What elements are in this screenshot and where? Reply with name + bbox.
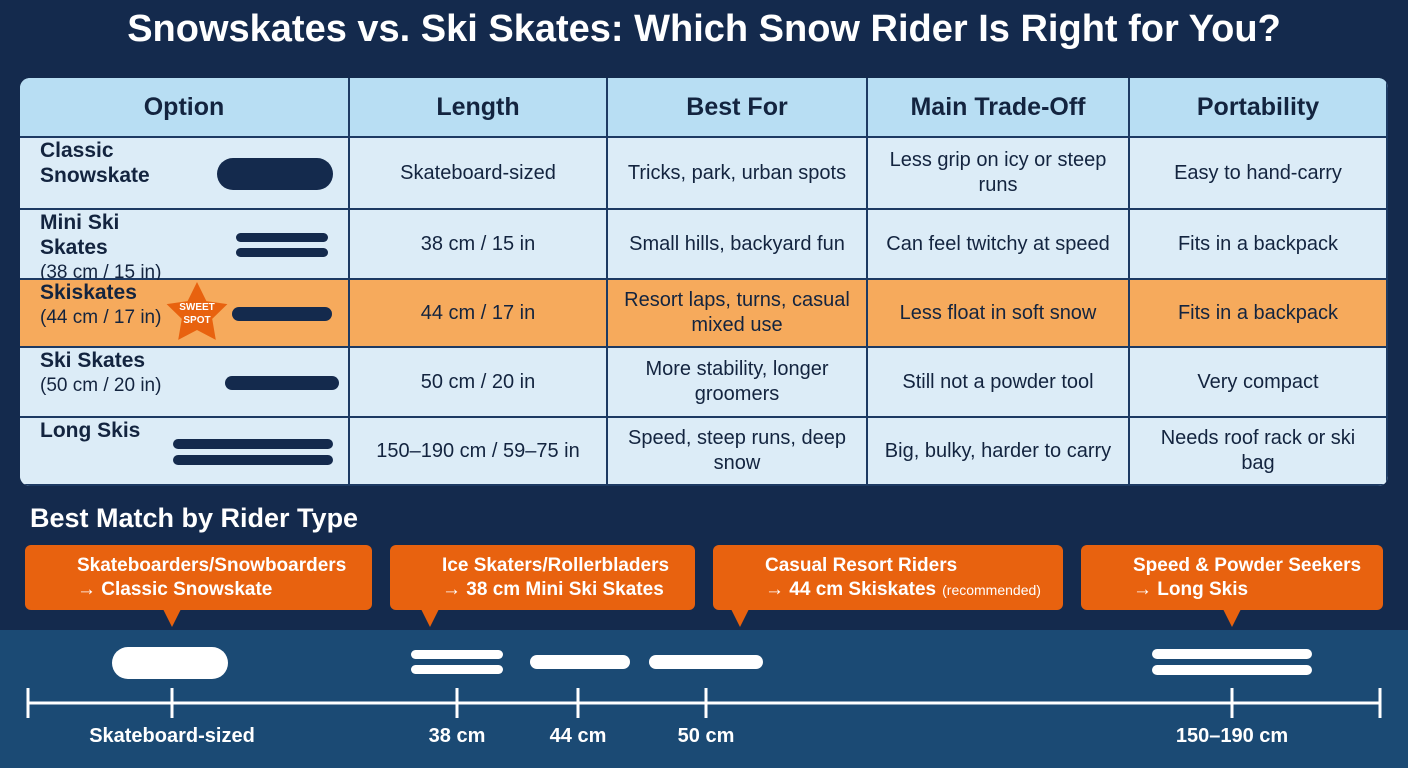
table-cell: Speed, steep runs, deep snow <box>608 418 868 486</box>
section-title: Best Match by Rider Type <box>30 503 359 533</box>
table-cell: Fits in a backpack <box>1130 280 1388 348</box>
table-cell: Skateboard-sized <box>350 138 608 210</box>
gear-icon <box>1152 665 1312 675</box>
card-pointer <box>731 609 749 627</box>
table-cell: Resort laps, turns, casual mixed use <box>608 280 868 348</box>
match-text: → 38 cm Mini Ski Skates <box>442 579 664 600</box>
gear-icon <box>112 647 228 679</box>
option-name: Classic Snowskate <box>40 139 150 187</box>
rider-match: → 44 cm Skiskates (recommended) <box>765 578 1063 602</box>
table-cell: 50 cm / 20 in <box>350 348 608 418</box>
option-size: (38 cm / 15 in) <box>40 262 162 283</box>
scale-label: 150–190 cm <box>1175 725 1289 747</box>
rider-match: → Long Skis <box>1133 578 1383 602</box>
gear-icon <box>236 233 328 242</box>
rider-card: Speed & Powder Seekers → Long Skis <box>1081 545 1383 610</box>
match-text: → 44 cm Skiskates <box>765 579 937 600</box>
match-note: (recommended) <box>942 582 1041 598</box>
header-cell: Portability <box>1130 78 1388 138</box>
option-cell: Mini Ski Skates (38 cm / 15 in) <box>20 210 350 283</box>
header-cell: Option <box>20 78 350 138</box>
table-cell: Easy to hand-carry <box>1130 138 1388 210</box>
gear-icon <box>236 248 328 257</box>
rider-match: → Classic Snowskate <box>77 578 372 602</box>
gear-icon <box>411 650 503 659</box>
option-name: Ski Skates <box>40 349 146 372</box>
gear-icon <box>217 158 333 190</box>
card-pointer <box>421 609 439 627</box>
gear-icon <box>1152 649 1312 659</box>
gear-icon <box>173 455 333 465</box>
scale-label: 50 cm <box>677 725 735 747</box>
rider-type: Skateboarders/Snowboarders <box>77 555 347 576</box>
table-cell: Very compact <box>1130 348 1388 418</box>
table-cell: 44 cm / 17 in <box>350 280 608 348</box>
gear-icon <box>411 665 503 674</box>
header-cell: Best For <box>608 78 868 138</box>
table-cell: More stability, longer groomers <box>608 348 868 418</box>
scale-label: 38 cm <box>428 725 486 747</box>
option-name: Long Skis <box>40 419 141 442</box>
gear-icon <box>232 307 332 321</box>
scale-label: Skateboard-sized <box>89 725 255 747</box>
gear-icon <box>649 655 763 669</box>
title: Snowskates vs. Ski Skates: Which Snow Ri… <box>127 8 1281 50</box>
table-cell: 150–190 cm / 59–75 in <box>350 418 608 486</box>
table-cell: Less float in soft snow <box>868 280 1130 348</box>
table: Option Length Best For Main Trade-Off Portab… <box>20 78 1388 486</box>
rider-card: Skateboarders/Snowboarders → Classic Snow… <box>25 545 372 610</box>
table-cell: Big, bulky, harder to carry <box>868 418 1130 486</box>
option-size: (50 cm / 20 in) <box>40 375 162 396</box>
rider-type: Ice Skaters/Rollerbladers <box>442 555 670 576</box>
scale-label: 44 cm <box>549 725 607 747</box>
table-cell: Less grip on icy or steep runs <box>868 138 1130 210</box>
table-cell: Needs roof rack or ski bag <box>1130 418 1388 486</box>
gear-icon <box>173 439 333 449</box>
option-name: Skiskates <box>40 281 137 304</box>
rider-card: Casual Resort Riders → 44 cm Skiskates (re… <box>713 545 1063 610</box>
card-pointer <box>1223 609 1241 627</box>
option-cell: Skiskates (44 cm / 17 in) <box>20 280 350 348</box>
option-cell: Long Skis <box>20 418 350 486</box>
card-pointer <box>163 609 181 627</box>
rider-type: Speed & Powder Seekers <box>1133 555 1362 576</box>
option-name: Mini Ski Skates <box>40 211 120 259</box>
rider-type: Casual Resort Riders <box>765 555 958 576</box>
option-cell: Classic Snowskate <box>20 138 350 210</box>
rider-match: → 38 cm Mini Ski Skates <box>442 578 695 602</box>
table-cell: 38 cm / 15 in <box>350 210 608 280</box>
table-cell: Fits in a backpack <box>1130 210 1388 280</box>
badge-star <box>166 282 228 340</box>
badge-text: SWEET SPOT <box>179 302 215 326</box>
header-cell: Length <box>350 78 608 138</box>
table-cell: Small hills, backyard fun <box>608 210 868 280</box>
match-text: → Long Skis <box>1133 579 1249 600</box>
table-cell: Still not a powder tool <box>868 348 1130 418</box>
gear-icon <box>225 376 339 390</box>
table-cell: Can feel twitchy at speed <box>868 210 1130 280</box>
option-size: (44 cm / 17 in) <box>40 307 162 328</box>
match-text: → Classic Snowskate <box>77 579 273 600</box>
table-cell: Tricks, park, urban spots <box>608 138 868 210</box>
header-cell: Main Trade-Off <box>868 78 1130 138</box>
gear-icon <box>530 655 630 669</box>
rider-card: Ice Skaters/Rollerbladers → 38 cm Mini Sk… <box>390 545 695 610</box>
